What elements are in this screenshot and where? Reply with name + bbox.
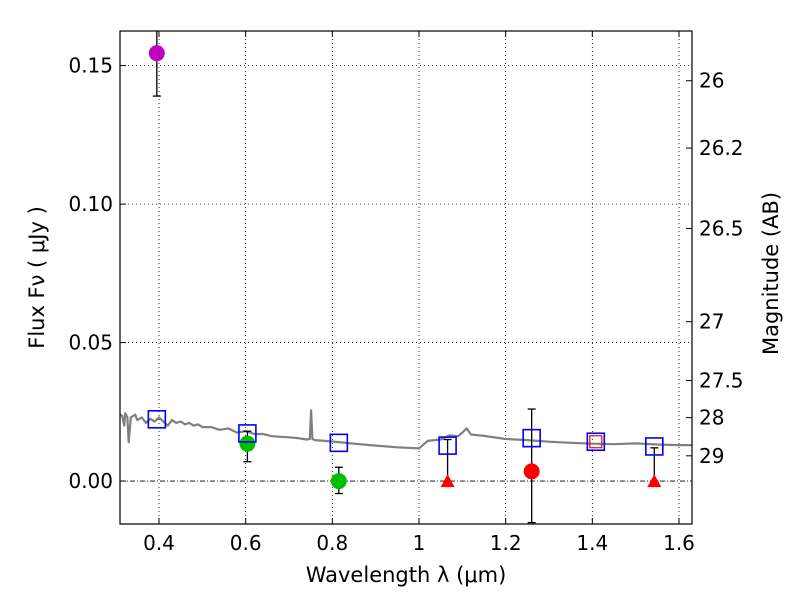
y-tick-label: 0.15 — [68, 54, 113, 78]
model-point — [644, 437, 664, 456]
x-axis-label: Wavelength λ (μm) — [306, 563, 507, 587]
x-axis-ticks: 0.4 0.6 0.8 1 1.2 1.4 1.6 — [143, 31, 695, 555]
magnitude-tick-label: 29 — [699, 444, 724, 468]
x-tick-label: 1 — [413, 531, 426, 555]
gridlines — [120, 31, 692, 524]
model-point — [329, 433, 349, 453]
upper-limit-marker — [647, 474, 662, 488]
error-bars — [152, 31, 659, 524]
magnitude-axis-ticks: 26 26.2 26.5 27 27.5 28 29 — [686, 69, 744, 468]
x-tick-label: 0.4 — [143, 531, 175, 555]
magnitude-tick-label: 26.5 — [699, 216, 744, 240]
upper-limit-marker — [440, 474, 455, 488]
x-tick-label: 0.6 — [230, 531, 262, 555]
x-tick-label: 1.6 — [663, 531, 695, 555]
model-point — [438, 436, 457, 455]
x-tick-label: 1.2 — [490, 531, 522, 555]
y-tick-label: 0.10 — [68, 192, 113, 216]
magnitude-tick-label: 28 — [699, 406, 724, 430]
magnitude-tick-label: 27 — [699, 310, 724, 334]
y-axis-ticks: 0.00 0.05 0.10 0.15 — [68, 54, 126, 493]
plot-frame — [119, 30, 693, 525]
y-tick-label: 0.05 — [68, 331, 113, 355]
detection-point — [523, 463, 540, 480]
model-point — [522, 428, 541, 448]
magnitude-tick-label: 26 — [699, 69, 724, 93]
magnitude-tick-label: 26.2 — [699, 136, 744, 160]
spectrum-line — [119, 409, 692, 450]
model-point-inner — [589, 435, 603, 449]
y-axis-label: Flux Fν ( μJy ) — [25, 206, 49, 349]
x-tick-label: 1.4 — [576, 531, 608, 555]
detection-point — [148, 45, 165, 62]
detection-point — [239, 435, 256, 452]
data-markers — [147, 45, 664, 490]
detection-point — [330, 473, 347, 490]
model-spectrum — [119, 409, 692, 450]
x-tick-label: 0.8 — [316, 531, 348, 555]
magnitude-tick-label: 27.5 — [699, 369, 744, 393]
y-tick-label: 0.00 — [68, 469, 113, 493]
model-point — [586, 432, 606, 452]
magnitude-axis-label: Magnitude (AB) — [759, 192, 783, 355]
model-point — [147, 410, 167, 429]
model-point — [238, 424, 257, 443]
